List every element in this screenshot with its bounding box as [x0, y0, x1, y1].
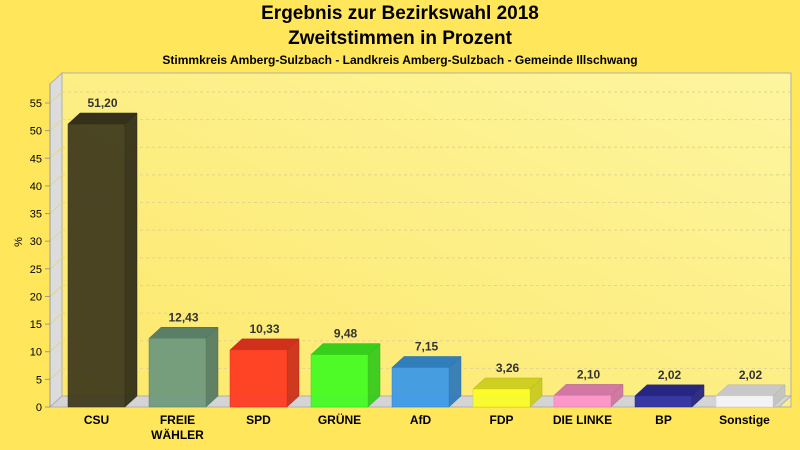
value-label: 3,26 [496, 361, 520, 375]
bar-front [148, 338, 207, 408]
category-label: SPD [246, 413, 271, 427]
gridline-side [49, 174, 63, 187]
gridline-side [49, 119, 63, 132]
bar-top [148, 327, 219, 339]
value-label: 10,33 [249, 322, 279, 336]
category-label: CSU [84, 413, 109, 427]
category-label: GRÜNE [318, 412, 361, 427]
category-label: FDP [490, 413, 514, 427]
category-label: AfD [410, 413, 432, 427]
value-label: 51,20 [87, 96, 117, 110]
y-axis-label: % [13, 237, 25, 247]
gridline-side [49, 91, 63, 104]
bar-front [67, 123, 126, 408]
y-tick-label: 55 [30, 98, 42, 110]
bar-front [472, 388, 531, 408]
bar-bp [634, 384, 705, 408]
y-tick-label: 45 [30, 153, 42, 165]
gridline-side [49, 257, 63, 270]
value-label: 7,15 [415, 339, 439, 353]
bar-front [715, 395, 774, 408]
gridline-side [49, 229, 63, 242]
bar-top [391, 356, 462, 368]
category-label: BP [655, 413, 672, 427]
bar-die-linke [553, 383, 624, 408]
bar-top [472, 377, 543, 390]
bar-sonstige [715, 384, 786, 408]
bar-side [124, 112, 138, 408]
y-tick-label: 0 [36, 402, 42, 414]
bar-front [634, 395, 693, 408]
gridline-side [49, 312, 63, 325]
bar-top [67, 112, 138, 125]
bar-fdp [472, 377, 543, 408]
value-label: 2,02 [658, 368, 682, 382]
y-tick-label: 35 [30, 209, 42, 221]
bar-csu [67, 112, 138, 408]
bar-front [310, 354, 369, 408]
y-tick-label: 20 [30, 291, 42, 303]
bar-top [553, 384, 624, 396]
bar-side [205, 326, 219, 408]
bar-top [715, 384, 786, 397]
bar-front [229, 349, 288, 408]
y-tick-label: 15 [30, 319, 42, 331]
value-label: 2,02 [739, 368, 763, 382]
bar-front [553, 395, 612, 408]
chart-subtitle: Zweitstimmen in Prozent [288, 28, 512, 49]
value-label: 12,43 [168, 310, 198, 324]
bar-front [391, 367, 450, 408]
gridline-side [49, 367, 63, 380]
bar-side [286, 338, 300, 408]
y-tick-label: 50 [30, 126, 42, 138]
category-label: FREIE [160, 413, 195, 427]
chart-region-subtitle: Stimmkreis Amberg-Sulzbach - Landkreis A… [162, 53, 638, 67]
y-tick-label: 30 [30, 236, 42, 248]
bar-spd [229, 338, 300, 408]
value-label: 2,10 [577, 367, 601, 381]
bar-grüne [310, 343, 381, 408]
value-label: 9,48 [334, 327, 358, 341]
category-label: DIE LINKE [553, 413, 612, 427]
y-tick-label: 25 [30, 264, 42, 276]
chart-title: Ergebnis zur Bezirkswahl 2018 [261, 3, 539, 24]
bar-afd [391, 355, 462, 408]
y-tick-label: 5 [36, 374, 42, 386]
bar-top [634, 384, 705, 397]
gridline-side [49, 340, 63, 353]
y-tick-label: 40 [30, 181, 42, 193]
bar-top [310, 343, 381, 355]
gridline-side [49, 146, 63, 159]
gridline-side [49, 285, 63, 297]
category-label: Sonstige [719, 413, 770, 427]
gridline-side [49, 202, 63, 214]
category-label: WÄHLER [151, 427, 204, 442]
bar-top [229, 338, 300, 351]
bar-freie-wähler [148, 326, 219, 408]
y-tick-label: 10 [30, 347, 42, 359]
